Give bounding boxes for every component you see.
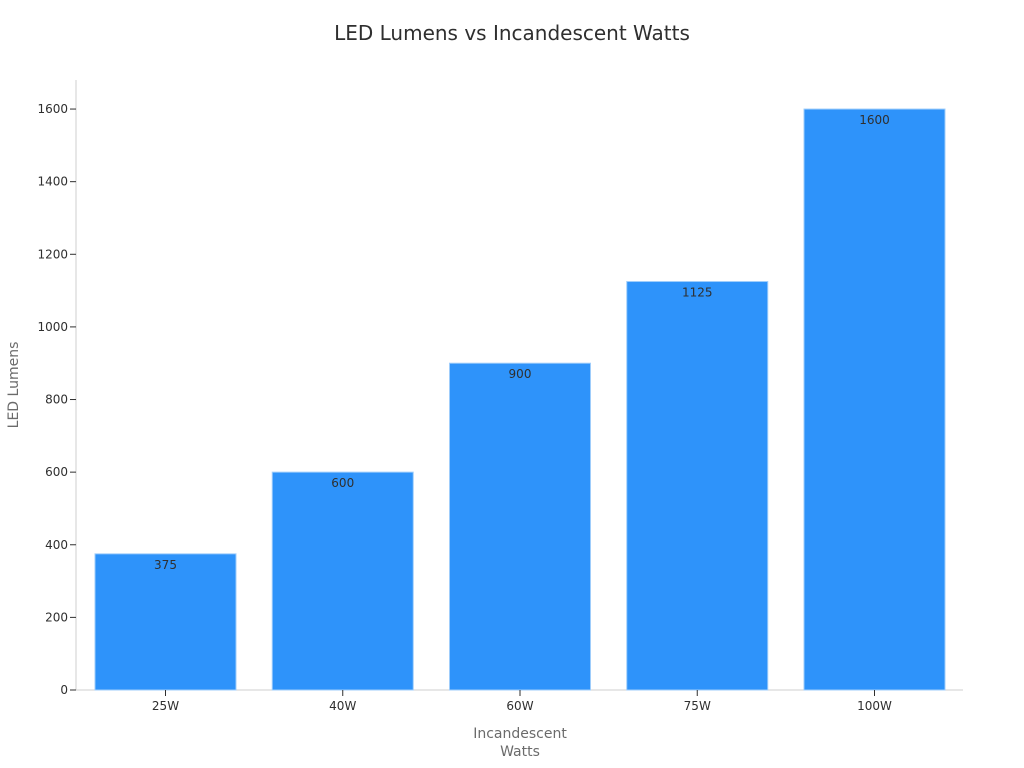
chart-title: LED Lumens vs Incandescent Watts xyxy=(334,21,690,45)
bar xyxy=(94,553,237,691)
y-tick-label: 1200 xyxy=(37,247,68,261)
x-tick-label: 100W xyxy=(857,699,892,713)
y-tick-label: 600 xyxy=(45,465,68,479)
bar xyxy=(271,471,414,691)
x-axis-label: Incandescent Watts xyxy=(473,726,567,760)
y-tick-label: 400 xyxy=(45,538,68,552)
y-tick-label: 0 xyxy=(60,683,68,697)
x-tick-label: 40W xyxy=(329,699,356,713)
x-axis-label-line: Incandescent xyxy=(473,726,567,742)
y-tick-label: 1000 xyxy=(37,320,68,334)
y-tick-label: 800 xyxy=(45,393,68,407)
bar xyxy=(449,362,591,691)
plot-area: 0 200 400 600 800 1000 1200 1400 1600 375 25W 600 40… xyxy=(37,80,963,713)
x-tick-label: 25W xyxy=(152,699,179,713)
x-tick-label: 75W xyxy=(684,699,711,713)
y-axis-label: LED Lumens xyxy=(6,342,22,429)
x-tick-label: 60W xyxy=(506,699,533,713)
y-tick-label: 200 xyxy=(45,610,68,624)
y-tick-label: 1400 xyxy=(37,175,68,189)
y-tick-label: 1600 xyxy=(37,102,68,116)
bar xyxy=(803,108,946,691)
bar-value-label: 900 xyxy=(509,367,532,381)
bar-value-label: 600 xyxy=(331,476,354,490)
bar-value-label: 375 xyxy=(154,558,177,572)
bar xyxy=(626,281,769,691)
x-axis-label-line: Watts xyxy=(500,744,540,760)
bar-value-label: 1125 xyxy=(682,286,713,300)
bar-value-label: 1600 xyxy=(859,113,890,127)
